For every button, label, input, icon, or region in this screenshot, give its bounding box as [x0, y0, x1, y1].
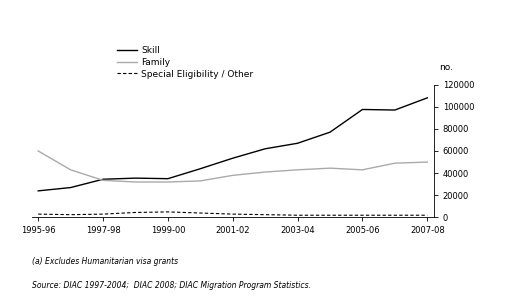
Family: [327, 166, 333, 170]
Skill: [327, 130, 333, 134]
Skill: [295, 141, 301, 145]
Family: [68, 168, 74, 172]
Family: [197, 179, 204, 183]
Family: [359, 168, 366, 172]
Family: [165, 180, 171, 184]
Family: [35, 149, 41, 153]
Special Eligibility / Other: [197, 211, 204, 215]
Line: Family: Family: [38, 151, 427, 182]
Family: [424, 160, 431, 164]
Special Eligibility / Other: [359, 214, 366, 217]
Special Eligibility / Other: [424, 214, 431, 217]
Family: [100, 178, 106, 182]
Special Eligibility / Other: [100, 212, 106, 216]
Skill: [230, 156, 236, 160]
Text: no.: no.: [439, 63, 453, 72]
Special Eligibility / Other: [295, 214, 301, 217]
Special Eligibility / Other: [327, 214, 333, 217]
Skill: [165, 177, 171, 181]
Special Eligibility / Other: [262, 213, 268, 217]
Skill: [359, 108, 366, 111]
Skill: [197, 167, 204, 171]
Skill: [68, 186, 74, 189]
Family: [391, 161, 398, 165]
Special Eligibility / Other: [165, 210, 171, 214]
Special Eligibility / Other: [230, 212, 236, 216]
Skill: [424, 96, 431, 100]
Special Eligibility / Other: [68, 213, 74, 217]
Family: [132, 180, 139, 184]
Family: [262, 170, 268, 174]
Skill: [35, 189, 41, 193]
Skill: [391, 108, 398, 112]
Text: Source: DIAC 1997-2004;  DIAC 2008; DIAC Migration Program Statistics.: Source: DIAC 1997-2004; DIAC 2008; DIAC …: [32, 281, 311, 290]
Special Eligibility / Other: [132, 211, 139, 214]
Skill: [100, 177, 106, 181]
Family: [230, 174, 236, 177]
Line: Skill: Skill: [38, 98, 427, 191]
Family: [295, 168, 301, 172]
Skill: [262, 147, 268, 151]
Special Eligibility / Other: [391, 214, 398, 217]
Line: Special Eligibility / Other: Special Eligibility / Other: [38, 212, 427, 215]
Legend: Skill, Family, Special Eligibility / Other: Skill, Family, Special Eligibility / Oth…: [117, 46, 253, 79]
Text: (a) Excludes Humanitarian visa grants: (a) Excludes Humanitarian visa grants: [32, 257, 178, 266]
Special Eligibility / Other: [35, 212, 41, 216]
Skill: [132, 176, 139, 180]
